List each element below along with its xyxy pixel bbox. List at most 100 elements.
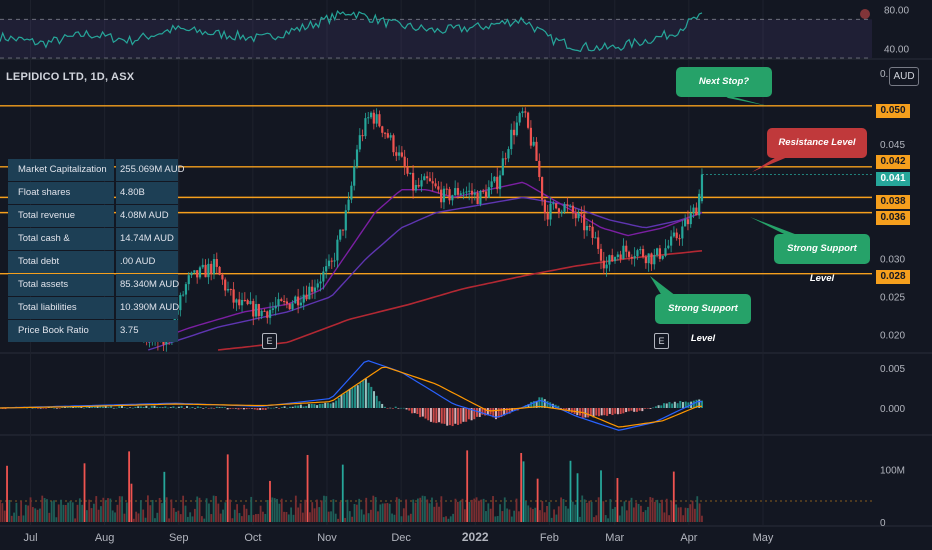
macd-histogram-bar [633, 408, 636, 412]
volume-bar [269, 480, 271, 522]
volume-bar [400, 516, 403, 522]
volume-bar [60, 499, 62, 522]
volume-bar [689, 504, 692, 522]
fundamentals-label: Total debt [8, 251, 114, 273]
candles [142, 107, 872, 352]
macd-histogram-bar [424, 408, 427, 419]
fundamentals-row: Total revenue 4.08M AUD [8, 205, 178, 227]
macd-histogram-bar [671, 403, 674, 408]
candle-body [229, 289, 232, 291]
macd-histogram-bar [321, 403, 324, 408]
earnings-marker[interactable]: E [262, 333, 277, 349]
candle-body [417, 184, 420, 187]
candle-body [484, 191, 488, 198]
macd-histogram-bar [55, 408, 58, 409]
volume-bar [325, 496, 328, 522]
macd-histogram-bar [267, 407, 270, 409]
volume-bar [524, 501, 527, 522]
macd-histogram-bar [416, 408, 419, 414]
volume-bar [130, 483, 133, 522]
volume-bar [280, 498, 283, 522]
macd-histogram-bar [123, 407, 126, 409]
candle-body [700, 174, 704, 202]
candle-body [655, 248, 659, 256]
fundamentals-row: Total debt .00 AUD [8, 251, 178, 273]
volume-bar [102, 497, 105, 522]
macd-line [0, 360, 702, 431]
volume-bar [247, 515, 250, 522]
candle-body [526, 112, 530, 128]
macd-histogram-bar [161, 407, 164, 409]
ma-fast-line [147, 181, 703, 344]
volume-bar [107, 498, 109, 522]
candle-body [672, 232, 676, 237]
candle-body [294, 296, 297, 304]
symbol-title[interactable]: LEPIDICO LTD, 1D, ASX [6, 71, 135, 83]
volume-bar [499, 504, 501, 522]
volume-bar [485, 511, 487, 522]
volume-bar [13, 512, 15, 522]
volume-bar [273, 498, 276, 522]
volume-bar [27, 505, 30, 522]
earnings-marker[interactable]: E [654, 333, 669, 349]
candle-body [670, 236, 673, 246]
price-tick-label: 0.020 [880, 331, 905, 342]
volume-bar [520, 452, 523, 522]
rsi-band [0, 19, 872, 58]
candle-body [302, 294, 305, 303]
fundamentals-label: Float shares outstanding [8, 182, 114, 220]
volume-bar [595, 515, 598, 522]
next-stop-callout[interactable]: Next Stop? [676, 67, 772, 97]
candle-body [367, 117, 370, 119]
macd-histogram-bar [118, 406, 121, 408]
macd-histogram-bar [112, 407, 115, 409]
volume-bar [186, 516, 189, 522]
support-callout-right[interactable]: Strong Support Level [774, 234, 870, 284]
macd-histogram-bar [435, 408, 438, 424]
candle-body [613, 257, 617, 262]
macd-histogram-bar [413, 408, 416, 414]
resistance-callout[interactable]: Resistance Level [767, 128, 867, 158]
rsi-line [0, 9, 703, 53]
volume-bar [548, 502, 551, 522]
candle-body [602, 260, 605, 269]
candle-body [339, 229, 342, 240]
volume-bar [644, 510, 647, 522]
macd-histogram-bar [681, 402, 684, 408]
candle-body [232, 289, 235, 303]
volume-bar [546, 505, 548, 522]
volume-bar [330, 511, 332, 522]
volume-bar [532, 509, 534, 522]
volume-bar [482, 498, 485, 522]
volume-bar [456, 501, 459, 522]
macd-histogram-bar [202, 408, 205, 409]
macd-histogram-bar [457, 408, 460, 425]
volume-bar [29, 497, 32, 522]
volume-bar [193, 508, 196, 522]
volume-bar [301, 512, 304, 522]
candle-body [196, 270, 199, 278]
volume-bar [215, 496, 217, 522]
candle-body [426, 176, 429, 179]
volume-bar [395, 497, 398, 522]
volume-bar [224, 502, 227, 522]
currency-button[interactable]: AUD [889, 67, 919, 86]
candle-body [375, 114, 378, 124]
price-tick-label: 0.045 [880, 140, 905, 151]
volume-bar [283, 511, 285, 522]
macd-histogram-bar [210, 407, 213, 409]
volume-bar [517, 511, 520, 522]
volume-bar [144, 517, 147, 522]
volume-bar [590, 501, 593, 522]
rsi-status-dot [860, 9, 870, 19]
macd-histogram-bar [158, 407, 161, 408]
candle-body [686, 219, 690, 225]
macd-histogram-bar [560, 408, 563, 409]
support-callout-bottom[interactable]: Strong Support Level [655, 294, 751, 344]
volume-bar [175, 511, 177, 522]
volume-bar [142, 509, 145, 522]
volume-bar [562, 499, 565, 522]
candle-body [451, 195, 454, 201]
volume-bar [438, 506, 440, 522]
